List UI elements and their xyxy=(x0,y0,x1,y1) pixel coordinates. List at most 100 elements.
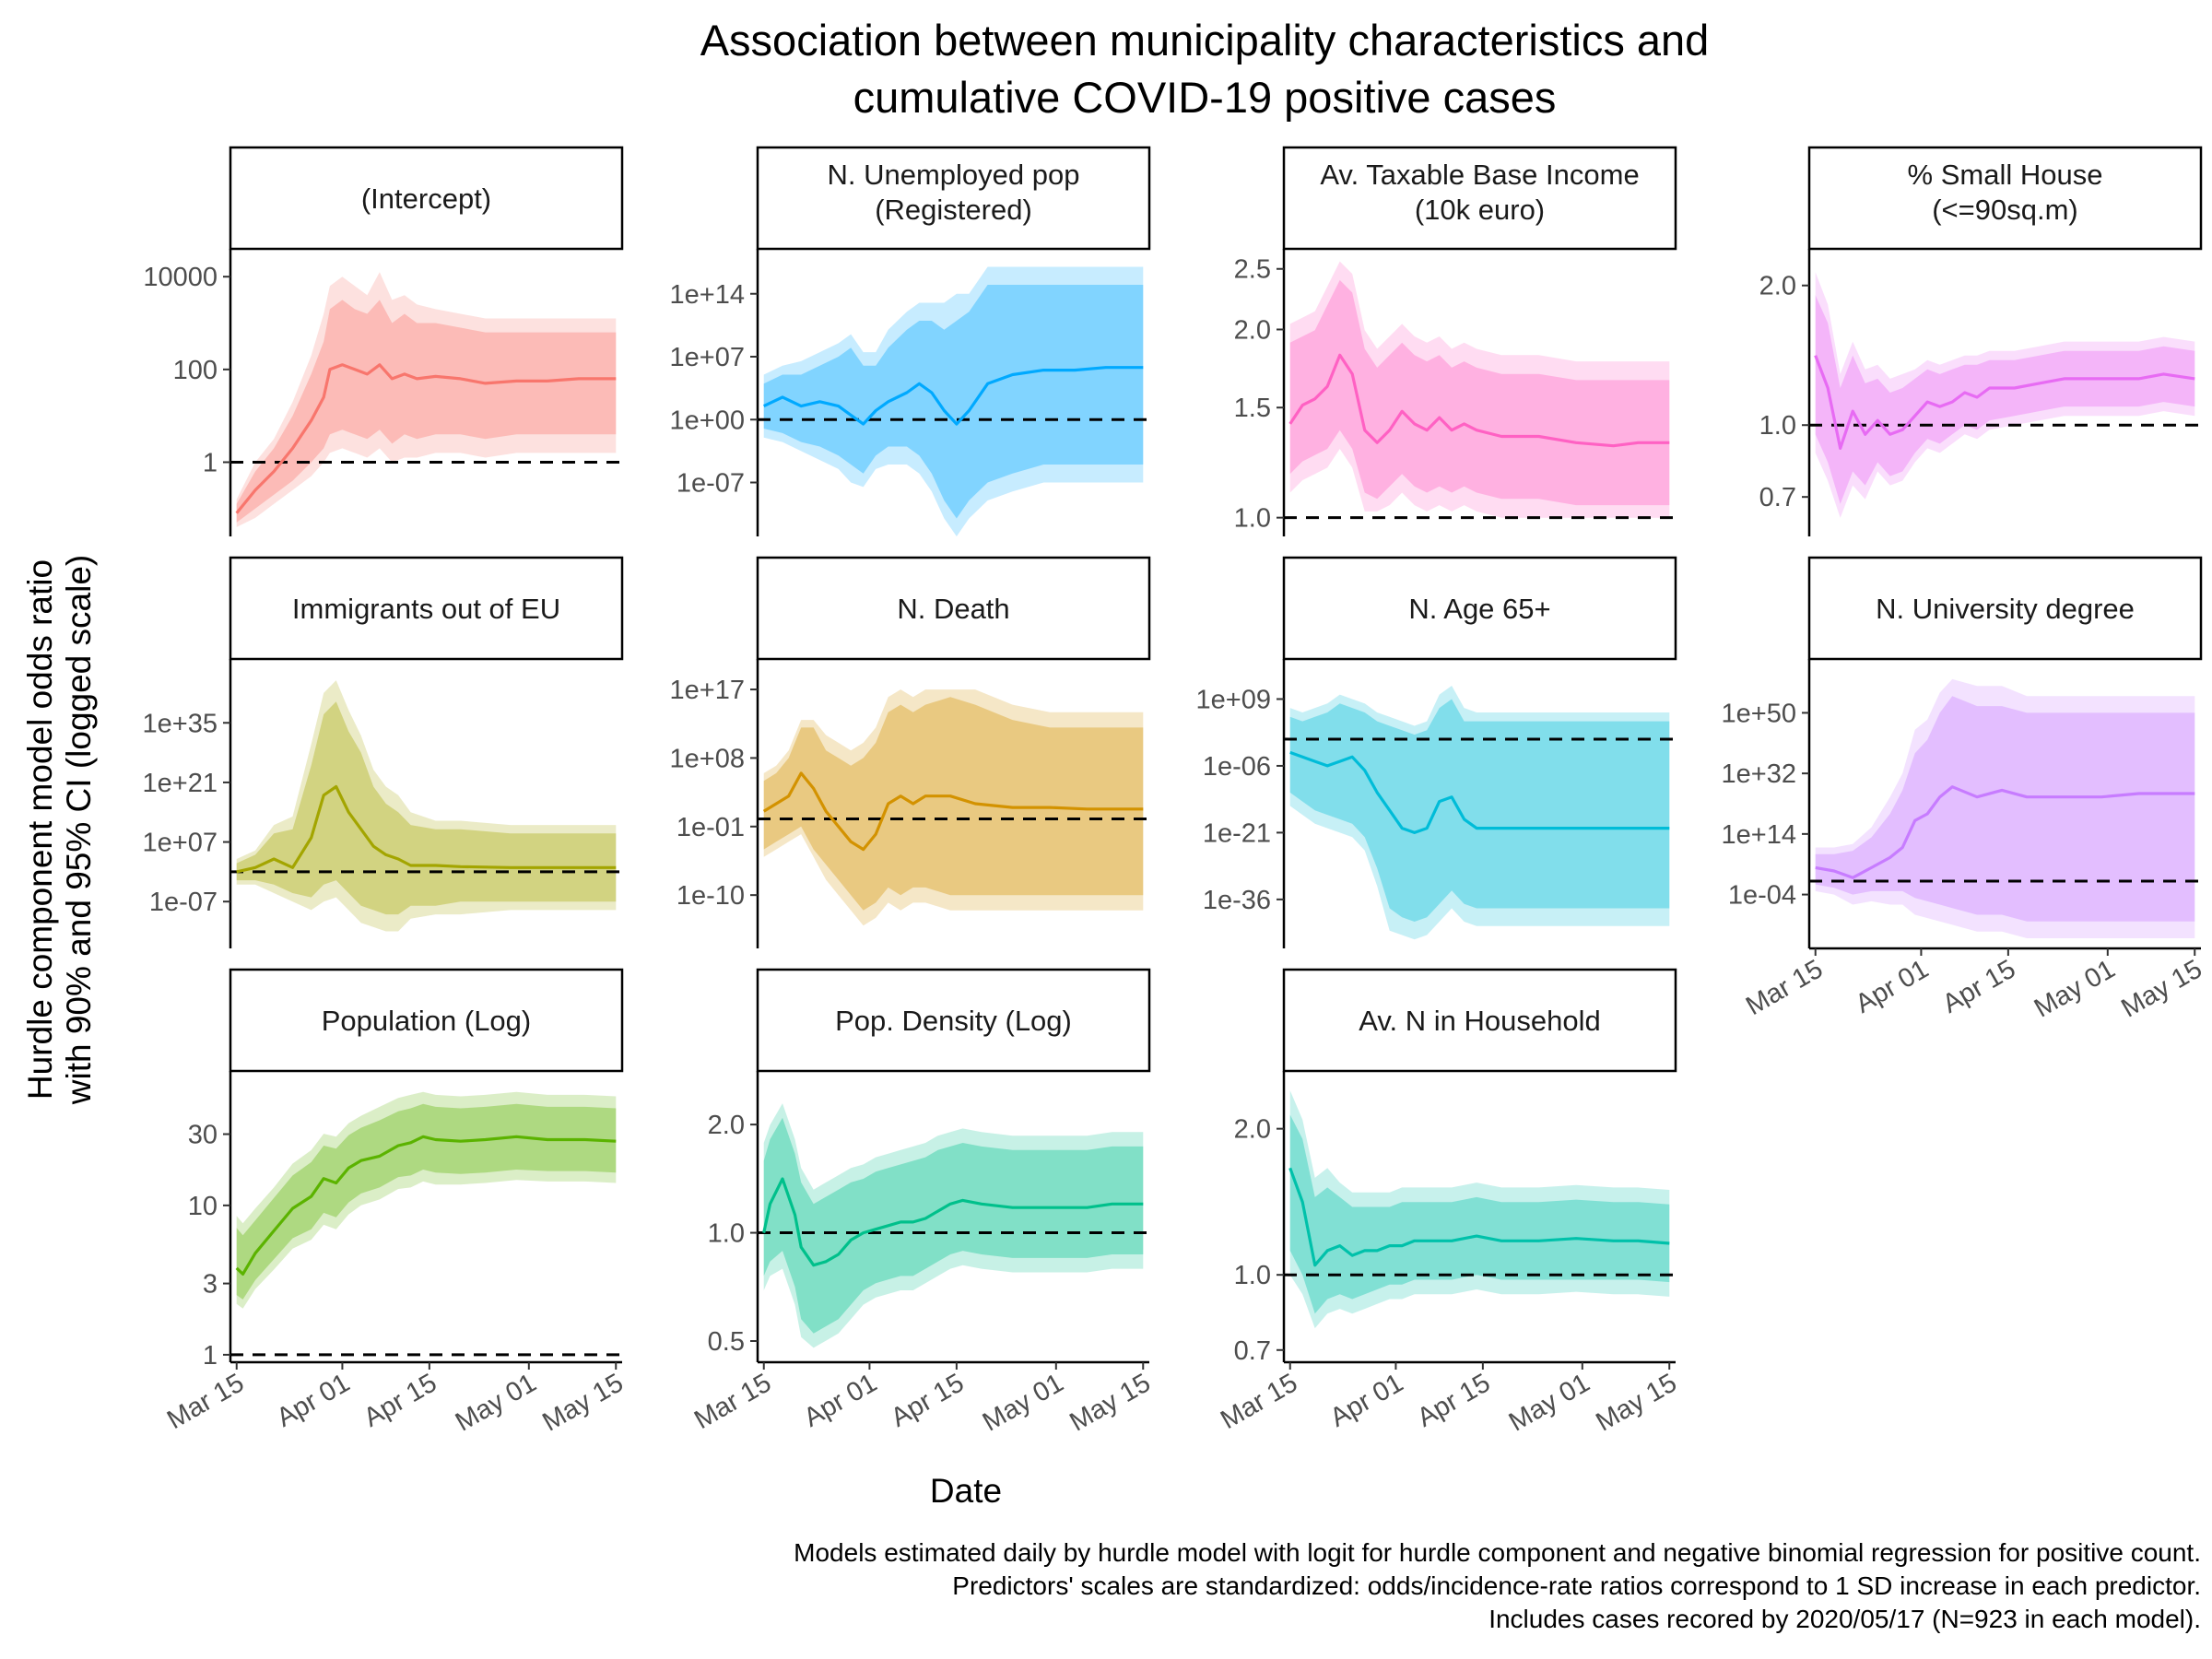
facet-label: (10k euro) xyxy=(1415,194,1545,226)
x-tick-label: Mar 15 xyxy=(1216,1368,1302,1435)
estimate-line xyxy=(1814,355,2195,450)
estimate-line xyxy=(1289,750,1670,834)
estimate-line xyxy=(1815,785,2195,879)
facet-panel: (Intercept) 1 100 10000 xyxy=(143,146,624,536)
y-tick-label: 1.0 xyxy=(708,1219,745,1249)
facet-strip xyxy=(756,556,1151,661)
facet-panel: N. Unemployed pop(Registered) 1e-07 1e+00 1… xyxy=(670,146,1151,536)
y-tick-label: 1e-36 xyxy=(1203,886,1271,915)
x-tick-label: Apr 15 xyxy=(1937,954,2020,1018)
y-tick-label: 1e-01 xyxy=(677,813,745,842)
x-tick-label: May 15 xyxy=(2116,954,2206,1023)
caption-line-2: Predictors' scales are standardized: odd… xyxy=(952,1571,2201,1600)
y-tick-label: 2.0 xyxy=(1234,315,1271,345)
facet-label: Immigrants out of EU xyxy=(292,593,560,625)
ci95-band xyxy=(763,1103,1144,1348)
x-tick-label: Apr 15 xyxy=(886,1368,969,1432)
ci95-band xyxy=(1289,686,1670,940)
y-tick-label: 1e+07 xyxy=(143,829,218,858)
facet-strip xyxy=(1282,556,1677,661)
ci95-band xyxy=(763,266,1144,536)
ci95-band xyxy=(1289,1090,1670,1329)
facet-panel: % Small House(<=90sq.m) 0.7 1.0 2.0 xyxy=(1759,146,2203,536)
facet-strip xyxy=(1282,968,1677,1073)
caption-line-3: Includes cases recored by 2020/05/17 (N=… xyxy=(1488,1605,2201,1633)
y-tick-label: 1e+21 xyxy=(143,769,218,798)
x-tick-label: Apr 01 xyxy=(799,1368,882,1432)
y-tick-label: 100 xyxy=(173,356,218,385)
x-tick-label: Apr 01 xyxy=(1851,954,1934,1018)
ci95-band xyxy=(763,689,1144,926)
y-tick-label: 2.0 xyxy=(708,1111,745,1140)
y-tick-label: 1e-21 xyxy=(1203,818,1271,848)
x-tick-label: May 01 xyxy=(1504,1368,1594,1437)
y-tick-label: 1.0 xyxy=(1759,411,1796,441)
facet-label: Population (Log) xyxy=(322,1005,532,1037)
facet-strip xyxy=(1282,146,1677,251)
y-tick-label: 1e+17 xyxy=(670,676,745,705)
y-tick-label: 2.0 xyxy=(1234,1115,1271,1145)
x-tick-label: Apr 15 xyxy=(359,1368,441,1432)
caption-line-1: Models estimated daily by hurdle model w… xyxy=(794,1538,2201,1567)
estimate-line xyxy=(235,363,617,514)
x-tick-label: Apr 01 xyxy=(272,1368,355,1432)
y-tick-label: 1 xyxy=(203,1341,218,1371)
facet-strip xyxy=(1807,556,2203,661)
chart-title: Association between municipality charact… xyxy=(700,16,1710,122)
y-tick-label: 1 xyxy=(203,448,218,477)
x-tick-label: Mar 15 xyxy=(162,1368,249,1435)
y-tick-label: 1e+50 xyxy=(1722,699,1796,728)
y-tick-label: 1.0 xyxy=(1234,504,1271,534)
y-tick-label: 1.5 xyxy=(1234,394,1271,423)
ci90-band xyxy=(763,697,1144,911)
y-tick-label: 1e+14 xyxy=(670,280,745,310)
facet-label: % Small House xyxy=(1908,159,2103,191)
facet-strip xyxy=(229,146,624,251)
facet-panel: Population (Log) 1 3 10 30 Mar 15 Apr 01 Apr 15… xyxy=(162,968,629,1438)
facet-label: (<=90sq.m) xyxy=(1932,194,2078,226)
y-tick-label: 0.7 xyxy=(1234,1336,1271,1366)
y-tick-label: 1e-04 xyxy=(1728,881,1796,911)
ci90-band xyxy=(763,1117,1144,1334)
facet-label: (Intercept) xyxy=(361,182,491,215)
x-tick-label: May 01 xyxy=(2030,954,2120,1023)
y-tick-label: 1e+08 xyxy=(670,744,745,773)
facet-label: N. University degree xyxy=(1876,593,2135,625)
facet-panel: Pop. Density (Log) 0.5 1.0 2.0 Mar 15 Apr 01 A… xyxy=(689,968,1156,1438)
facet-panel: N. Age 65+ 1e-36 1e-21 1e-06 1e+09 xyxy=(1196,556,1677,948)
y-tick-label: 2.0 xyxy=(1759,272,1796,301)
ci95-band xyxy=(1815,678,2195,938)
y-tick-label: 0.5 xyxy=(708,1327,745,1357)
x-axis-title: Date xyxy=(930,1472,1002,1510)
chart-title-line-2: cumulative COVID-19 positive cases xyxy=(853,73,1557,122)
y-axis-title-line-2: with 90% and 95% CI (logged scale) xyxy=(60,555,98,1105)
y-axis-title: Hurdle component model odds ratio with 9… xyxy=(21,555,98,1105)
facet-label: Pop. Density (Log) xyxy=(835,1005,1072,1037)
y-tick-label: 3 xyxy=(203,1270,218,1300)
y-tick-label: 1.0 xyxy=(1234,1261,1271,1290)
y-tick-label: 1e+14 xyxy=(1722,820,1796,850)
facet-strip xyxy=(1807,146,2203,251)
ci90-band xyxy=(1289,279,1670,506)
ci95-band xyxy=(1289,261,1670,518)
facet-panels: (Intercept) 1 100 10000 N. Unemployed pop(Re… xyxy=(143,146,2207,1438)
x-tick-label: May 01 xyxy=(451,1368,541,1437)
ci90-band xyxy=(1289,699,1670,922)
estimate-line xyxy=(235,1135,617,1276)
x-tick-label: Mar 15 xyxy=(689,1368,776,1435)
facet-label: N. Unemployed pop xyxy=(828,159,1080,191)
facet-strip xyxy=(229,968,624,1073)
estimate-line xyxy=(762,1177,1144,1267)
ci95-band xyxy=(236,1091,617,1309)
y-tick-label: 1e+35 xyxy=(143,709,218,738)
chart-caption: Models estimated daily by hurdle model w… xyxy=(794,1538,2201,1633)
y-axis-title-line-1: Hurdle component model odds ratio xyxy=(21,559,59,1100)
estimate-line xyxy=(763,366,1144,426)
ci95-band xyxy=(236,272,617,527)
facet-panel: Av. N in Household 0.7 1.0 2.0 Mar 15 Apr 01 A… xyxy=(1216,968,1682,1438)
facet-label: N. Age 65+ xyxy=(1408,593,1550,625)
y-tick-label: 1e-07 xyxy=(149,888,218,917)
facet-strip xyxy=(229,556,624,661)
y-tick-label: 1e+00 xyxy=(670,406,745,435)
